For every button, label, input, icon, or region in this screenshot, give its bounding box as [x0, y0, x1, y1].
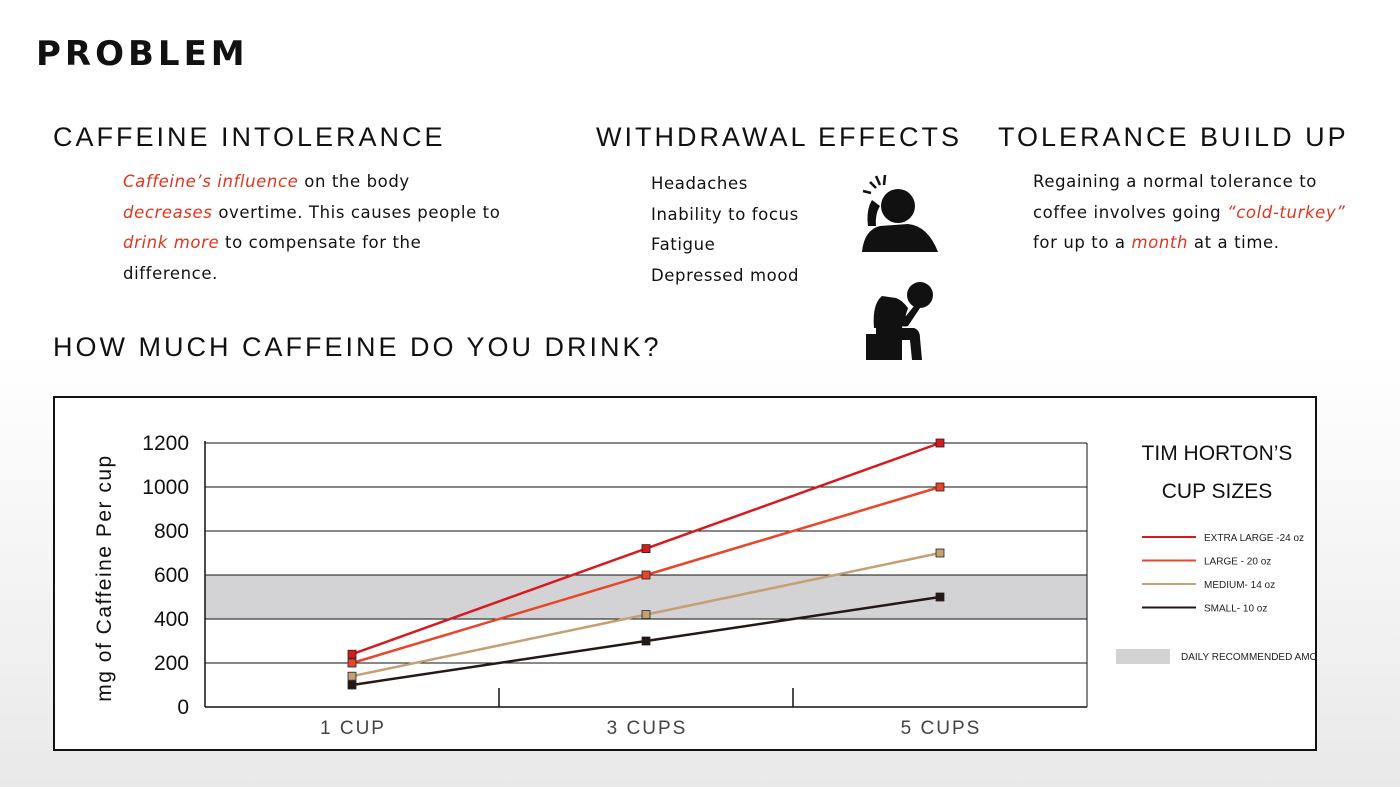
legend-title: TIM HORTON’S	[1142, 442, 1293, 465]
caffeine-line-chart: 0 200 400 600 800 1000 1200 1 CUP 3 CUPS 5 CUPS mg…	[93, 432, 1338, 739]
tolerance-build-up-title: TOLERANCE BUILD UP	[998, 122, 1349, 152]
data-point	[347, 671, 357, 681]
data-point	[347, 680, 357, 690]
data-point	[935, 438, 945, 448]
withdrawal-effect-item: Fatigue	[651, 235, 716, 255]
legend-label: LARGE - 20 oz	[1204, 557, 1271, 568]
y-tick-label: 800	[154, 520, 189, 543]
withdrawal-effect-item: Headaches	[651, 174, 748, 193]
y-tick-label: 0	[177, 696, 189, 719]
withdrawal-effects-title: WITHDRAWAL EFFECTS	[596, 122, 962, 152]
body-text-segment: coffee involves going	[1033, 202, 1228, 222]
legend-title: CUP SIZES	[1162, 480, 1272, 503]
legend-band-label: DAILY RECOMMENDED AMOUNT	[1181, 652, 1315, 663]
chart-heading: HOW MUCH CAFFEINE DO YOU DRINK?	[53, 332, 662, 362]
y-tick-label: 400	[154, 608, 189, 631]
highlight-text: Caffeine’s influence	[123, 172, 299, 191]
highlight-text: decreases	[123, 202, 213, 222]
body-text-segment: difference.	[123, 263, 218, 283]
data-point	[641, 544, 651, 554]
legend-label: MEDIUM- 14 oz	[1204, 580, 1275, 591]
data-point	[641, 610, 651, 620]
data-point	[641, 636, 651, 646]
data-point	[935, 548, 945, 558]
ci-line: decreases overtime. This causes people t…	[123, 198, 563, 229]
data-point	[347, 649, 357, 659]
data-point	[935, 592, 945, 602]
caffeine-intolerance-text: Caffeine’s influence on the body decrease…	[123, 167, 563, 289]
body-text-segment: to compensate for the	[219, 233, 422, 252]
legend-band-swatch	[1116, 649, 1170, 664]
data-point	[347, 658, 357, 668]
tb-line: coffee involves going “cold-turkey”	[1033, 198, 1393, 229]
x-category-label: 3 CUPS	[607, 718, 688, 739]
depressed-person-icon	[866, 282, 933, 360]
y-tick-label: 600	[154, 564, 189, 587]
ci-line: drink more to compensate for the	[123, 228, 563, 259]
y-tick-label: 1000	[142, 476, 189, 499]
chart-frame: 0 200 400 600 800 1000 1200 1 CUP 3 CUPS 5 CUPS mg…	[53, 396, 1338, 751]
highlight-text: “cold-turkey”	[1227, 202, 1346, 222]
highlight-text: month	[1131, 233, 1189, 252]
body-text-segment: on the body	[298, 172, 410, 191]
y-tick-label: 1200	[142, 432, 189, 455]
ci-line: Caffeine’s influence on the body	[123, 167, 563, 198]
y-tick-label: 200	[154, 652, 189, 675]
caffeine-intolerance-title: CAFFEINE INTOLERANCE	[53, 122, 446, 152]
body-text-segment: Regaining a normal tolerance to	[1033, 172, 1317, 191]
withdrawal-effect-item: Depressed mood	[651, 266, 800, 286]
legend-label: EXTRA LARGE -24 oz	[1204, 533, 1304, 544]
tolerance-build-up-text: Regaining a normal tolerance to coffee in…	[1033, 167, 1393, 259]
x-category-label: 5 CUPS	[901, 718, 982, 739]
ci-line: difference.	[123, 259, 563, 290]
body-text-segment: overtime. This causes people to	[212, 202, 501, 222]
withdrawal-effects-list: Headaches Inability to focus Fatigue Depres…	[651, 169, 799, 292]
highlight-text: drink more	[123, 233, 220, 252]
headache-person-icon	[862, 174, 938, 252]
page-title: PROBLEM	[36, 34, 249, 74]
body-text-segment: at a time.	[1188, 233, 1280, 252]
tb-line: Regaining a normal tolerance to	[1033, 167, 1393, 198]
body-text-segment: for up to a	[1033, 233, 1132, 252]
data-point	[641, 570, 651, 580]
tb-line: for up to a month at a time.	[1033, 228, 1393, 259]
data-point	[935, 482, 945, 492]
withdrawal-effect-item: Inability to focus	[651, 204, 799, 224]
y-axis-label: mg of Caffeine Per cup	[93, 454, 116, 701]
x-category-label: 1 CUP	[320, 718, 386, 739]
legend-label: SMALL- 10 oz	[1204, 604, 1267, 615]
